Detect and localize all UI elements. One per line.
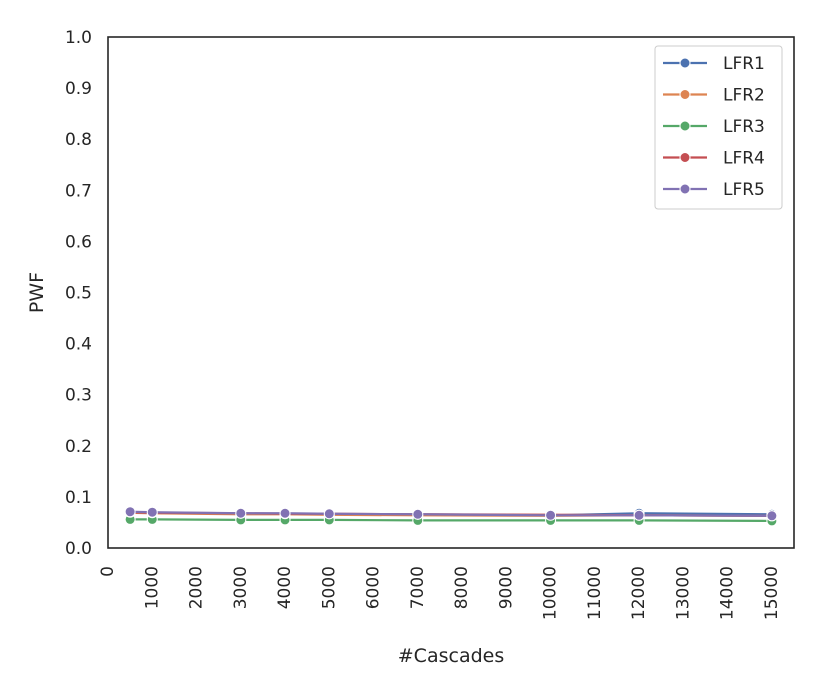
legend-label: LFR4: [723, 149, 765, 169]
legend-label: LFR2: [723, 86, 765, 106]
x-tick-label: 15000: [762, 566, 782, 620]
x-tick-label: 12000: [629, 566, 649, 620]
plot-frame: [107, 36, 795, 549]
legend-box: [654, 45, 783, 210]
y-tick-label: 0.4: [65, 335, 92, 355]
y-tick-label: 1.0: [65, 28, 92, 48]
x-tick-label: 5000: [319, 566, 339, 609]
x-tick-label: 0: [98, 566, 118, 577]
data-point: [412, 508, 424, 520]
y-tick-label: 0.5: [65, 284, 92, 304]
x-tick-label: 3000: [231, 566, 251, 609]
y-tick-label: 0.3: [65, 386, 92, 406]
legend: LFR1 LFR2 LFR3 LFR4 LFR5: [654, 45, 783, 210]
y-tick-label: 0.7: [65, 181, 92, 201]
series-layer: [124, 506, 778, 527]
y-tick-label: 0.9: [65, 79, 92, 99]
y-axis-ticks: 0.0 0.1 0.2 0.3 0.4 0.5 0.6 0.7 0.8 0.9 1.0: [65, 28, 92, 559]
y-tick-label: 0.0: [65, 539, 92, 559]
legend-label: LFR3: [723, 117, 765, 137]
x-tick-label: 8000: [452, 566, 472, 609]
x-axis-ticks: 0 1000 2000 3000 4000 5000 6000 7000 8000 9000 100…: [98, 566, 782, 620]
x-tick-label: 1000: [142, 566, 162, 609]
data-point: [633, 509, 645, 521]
x-tick-label: 10000: [541, 566, 561, 620]
legend-label: LFR5: [723, 180, 765, 200]
x-tick-label: 4000: [275, 566, 295, 609]
legend-label: LFR1: [723, 54, 765, 74]
x-tick-label: 2000: [187, 566, 207, 609]
legend-marker: [679, 57, 691, 69]
y-axis-title: PWF: [26, 272, 48, 313]
legend-marker: [679, 152, 691, 163]
data-point: [323, 508, 335, 520]
y-tick-label: 0.8: [65, 130, 92, 150]
data-point: [545, 509, 557, 521]
series-line: [130, 518, 772, 523]
x-tick-label: 7000: [408, 566, 428, 609]
data-point: [766, 510, 778, 522]
x-tick-label: 14000: [718, 566, 738, 620]
data-point: [124, 506, 136, 518]
data-point: [146, 506, 158, 518]
legend-marker: [679, 183, 691, 195]
x-tick-label: 9000: [496, 566, 516, 609]
x-axis-title: #Cascades: [398, 645, 504, 667]
y-tick-label: 0.2: [65, 437, 92, 457]
x-tick-label: 11000: [585, 566, 605, 620]
series-lfr5: [124, 506, 778, 522]
data-point: [279, 507, 291, 519]
legend-marker: [679, 89, 691, 100]
y-tick-label: 0.6: [65, 232, 92, 252]
y-tick-label: 0.1: [65, 488, 92, 508]
x-tick-label: 6000: [364, 566, 384, 609]
x-tick-label: 13000: [673, 566, 693, 620]
data-point: [235, 507, 247, 519]
legend-marker: [679, 120, 691, 132]
